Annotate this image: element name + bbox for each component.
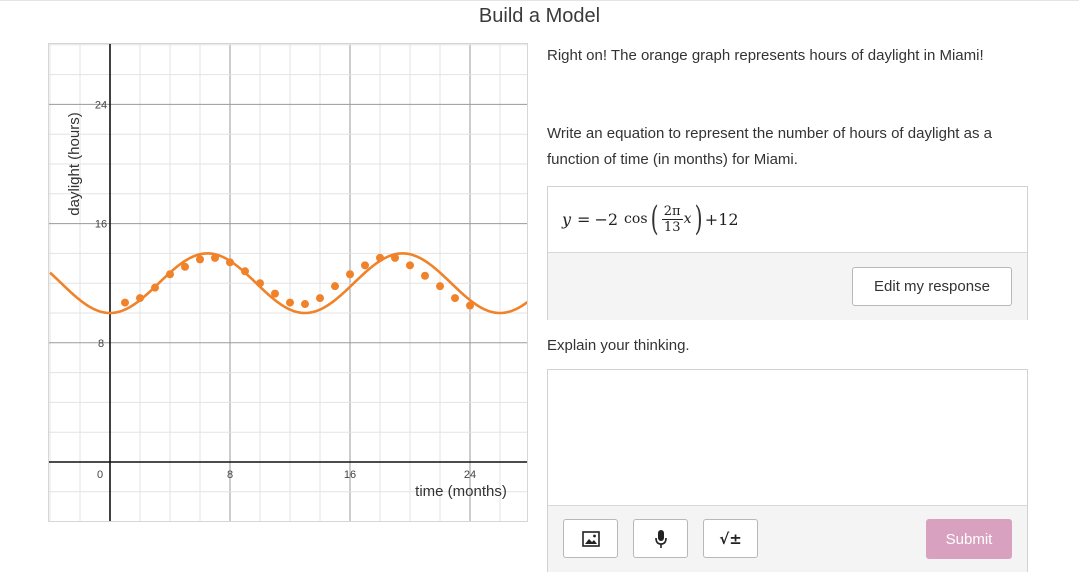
explain-toolbar: √± Submit [548,505,1027,572]
microphone-icon [654,529,667,548]
x-axis-label: time (months) [415,483,507,500]
page-title: Build a Model [478,5,601,27]
equation-variable: x [683,211,692,227]
data-point [181,262,189,271]
data-point [196,255,204,264]
top-divider [0,0,1079,1]
equation-function: cos [624,211,648,227]
data-point [226,258,234,267]
submit-button[interactable]: Submit [926,519,1012,559]
equation-prompt: Write an equation to represent the numbe… [547,125,992,168]
equation-actions: Edit my response [548,252,1027,320]
explain-textarea[interactable] [548,370,1027,505]
data-point [331,282,339,291]
y-tick-label: 16 [95,219,107,231]
math-icon: √± [719,529,742,548]
data-point [451,294,459,303]
equation-math: y = −2 cos ( 2π 13 x ) +12 [562,197,739,241]
equation-display: y = −2 cos ( 2π 13 x ) +12 [548,187,1027,252]
grid [49,44,527,521]
edit-response-button[interactable]: Edit my response [852,267,1012,306]
equation-coefficient: −2 [594,209,619,229]
math-input-button[interactable]: √± [703,519,758,558]
data-point [421,271,429,280]
data-point [136,294,144,303]
data-point [346,270,354,279]
x-tick-label: 16 [344,469,356,481]
y-tick-label: 24 [95,99,107,111]
data-point [466,301,474,310]
data-point [121,298,129,307]
explain-box: √± Submit [547,369,1028,572]
y-tick-label: 8 [98,338,104,350]
x-tick-label: 0 [97,469,103,481]
right-paren: ) [694,199,703,239]
equation-equals: = [577,209,591,229]
image-upload-button[interactable] [563,519,618,558]
model-curve [49,252,527,315]
data-point [361,261,369,270]
graph-canvas[interactable]: 0 8 16 24 8 16 24 time (months) daylight (hours) [49,44,528,522]
x-tick-label: 24 [464,469,476,481]
equation-constant: +12 [704,209,739,229]
data-point [211,253,219,262]
data-point [271,289,279,298]
axis-labels: 0 8 16 24 8 16 24 time (months) daylight (hours) [66,99,507,500]
data-point [256,279,264,288]
feedback-message: Right on! The orange graph represents ho… [547,47,984,64]
voice-record-button[interactable] [633,519,688,558]
data-point [316,294,324,303]
equation-response-box: y = −2 cos ( 2π 13 x ) +12 Edit my respo… [547,186,1028,320]
data-point [241,267,249,276]
data-point [406,261,414,270]
data-points [121,253,474,310]
equation-fraction: 2π 13 [661,203,683,235]
left-paren: ( [650,199,659,239]
y-axis-label: daylight (hours) [66,112,83,215]
data-point [436,282,444,291]
equation-lhs: y [562,209,572,229]
data-point [286,298,294,307]
fraction-denominator: 13 [663,219,681,235]
axes [49,44,527,521]
data-point [391,253,399,262]
explain-label: Explain your thinking. [547,337,690,354]
graph-panel[interactable]: 0 8 16 24 8 16 24 time (months) daylight (hours) [48,43,528,522]
image-icon [581,530,600,547]
data-point [166,270,174,279]
data-point [301,300,309,309]
fraction-numerator: 2π [661,203,683,220]
sinusoid-curve [49,252,527,315]
data-point [376,253,384,262]
x-tick-label: 8 [227,469,233,481]
data-point [151,283,159,292]
